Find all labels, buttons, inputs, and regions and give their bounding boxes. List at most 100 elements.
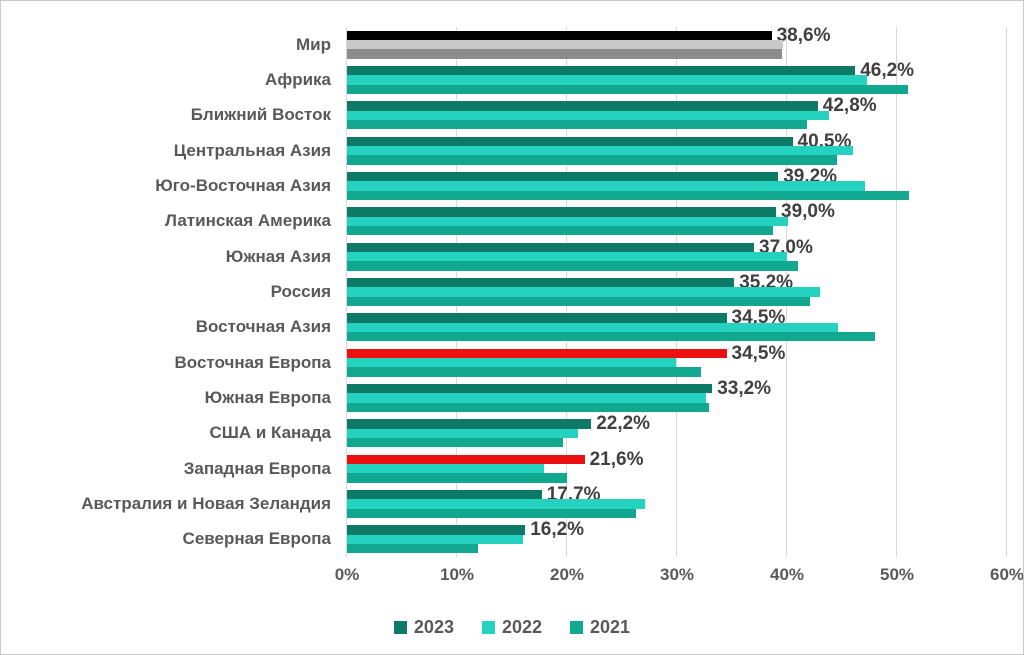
bar-2021 [347, 437, 563, 448]
chart-row: 16,2% [347, 519, 1007, 557]
bar-2023 [347, 489, 542, 500]
bar-2021 [347, 296, 811, 307]
value-label: 21,6% [589, 448, 644, 470]
bar-line [347, 367, 1007, 377]
chart-row: 35,2% [347, 273, 1007, 309]
chart-row: 22,2% [347, 413, 1007, 451]
bar-2021 [347, 367, 702, 377]
bar-line [347, 226, 1007, 236]
bar-line [347, 437, 1007, 448]
x-tick-label: 10% [439, 565, 475, 584]
bar-line [347, 393, 1007, 403]
value-label: 37,0% [759, 236, 813, 258]
category-label: Ближний Восток [190, 105, 331, 125]
chart-row: 42,8% [347, 95, 1007, 133]
bar-2023 [347, 277, 735, 288]
legend-label: 2022 [501, 617, 543, 637]
bar-2023 [347, 419, 592, 429]
value-label: 16,2% [530, 519, 585, 541]
legend: 2023 2022 2021 [1, 617, 1023, 638]
bar-2021 [347, 120, 807, 130]
gridline [896, 27, 897, 557]
category-label: Северная Европа [182, 529, 331, 549]
bar-2023 [347, 383, 713, 394]
bar-line [347, 543, 1007, 554]
bar-line [347, 120, 1007, 130]
value-label: 33,2% [717, 378, 772, 400]
legend-label: 2021 [590, 617, 631, 637]
value-label: 39,2% [783, 166, 838, 188]
bar-line [347, 84, 1007, 95]
bar-2021 [347, 84, 908, 95]
bar-2022 [347, 39, 783, 50]
category-label: Западная Европа [183, 458, 331, 478]
legend-item-2021: 2021 [570, 617, 630, 638]
bar-2023 [347, 171, 779, 182]
bar-line: 39,0% [347, 202, 1007, 221]
bar-line [347, 261, 1007, 271]
bar-line [347, 402, 1007, 413]
bar-line [347, 357, 1007, 368]
bar-2022 [347, 499, 646, 509]
bar-2022 [347, 534, 523, 544]
value-label: 17,7% [546, 484, 601, 506]
legend-item-2023: 2023 [393, 617, 454, 638]
category-label: Юго-Восточная Азия [155, 175, 331, 195]
bar-2021 [347, 543, 478, 554]
chart-row: 33,2% [347, 378, 1007, 415]
chart-row: 17,7% [347, 484, 1007, 521]
bar-line [347, 145, 1007, 156]
legend-label: 2023 [413, 617, 454, 637]
bar-line [347, 110, 1007, 121]
chart-row: 39,2% [347, 166, 1007, 203]
gridline [1006, 27, 1007, 557]
bar-2021 [347, 508, 637, 519]
chart-row: 34,5% [347, 308, 1007, 345]
bar-2021 [347, 331, 875, 342]
category-label: США и Канада [209, 423, 331, 443]
bar-line: 21,6% [347, 448, 1007, 470]
bar-line [347, 534, 1007, 544]
bar-line [347, 75, 1007, 85]
bar-2023 [347, 313, 727, 323]
gridline [346, 27, 347, 557]
category-label: Центральная Азия [173, 140, 331, 160]
bar-2022 [347, 357, 676, 368]
category-label: Южная Азия [225, 246, 331, 266]
value-label: 46,2% [860, 60, 915, 82]
category-label: Австралия и Новая Зеландия [81, 493, 331, 513]
bar-line [347, 428, 1007, 438]
category-label: Южная Европа [204, 387, 331, 407]
bar-line: 33,2% [347, 378, 1007, 400]
bar-line: 16,2% [347, 519, 1007, 541]
bar-line: 34,5% [347, 344, 1007, 363]
bar-line: 39,2% [347, 166, 1007, 188]
bar-2022 [347, 216, 789, 226]
category-label: Россия [270, 281, 331, 301]
chart-row: 40,5% [347, 132, 1007, 168]
bar-line [347, 322, 1007, 332]
bar-2021 [347, 473, 567, 483]
legend-swatch-icon [481, 621, 495, 634]
bar-2021 [347, 155, 837, 165]
bar-2023 [347, 101, 818, 111]
bar-2022 [347, 75, 868, 85]
value-label: 42,8% [822, 95, 877, 117]
category-label: Восточная Азия [195, 317, 331, 337]
value-label: 22,2% [596, 413, 651, 435]
chart-row: 46,2% [347, 60, 1007, 97]
bar-line [347, 287, 1007, 297]
bar-2023 [347, 136, 793, 146]
bar-2022 [347, 181, 866, 191]
bar-2022 [347, 463, 544, 474]
x-axis: 0% 10% 20% 30% 40% 50% 60% [335, 565, 1023, 589]
bar-2022 [347, 145, 853, 156]
bar-line [347, 463, 1007, 474]
bar-2023 [347, 454, 585, 464]
bar-line [347, 296, 1007, 307]
bar-line: 40,5% [347, 132, 1007, 151]
bar-line [347, 499, 1007, 509]
bar-2022 [347, 110, 829, 121]
chart-row: 39,0% [347, 202, 1007, 239]
